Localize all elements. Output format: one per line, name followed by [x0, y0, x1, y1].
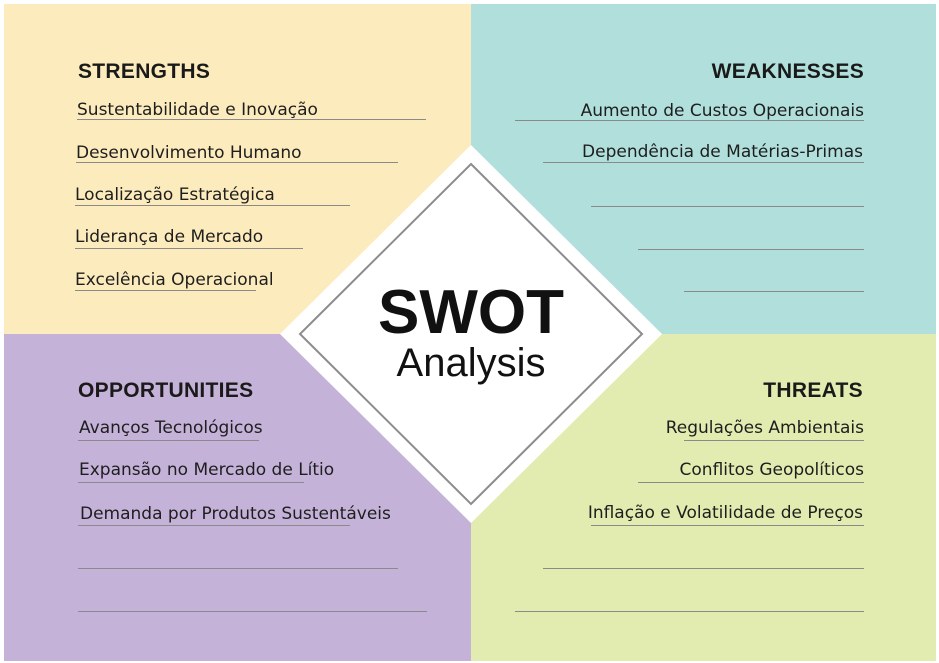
strength-item-4: Liderança de Mercado	[75, 227, 264, 247]
opportunity-line-1	[78, 440, 259, 441]
threat-item-2: Conflitos Geopolíticos	[679, 460, 864, 480]
strengths-heading: STRENGTHS	[78, 60, 211, 83]
opportunity-item-2: Expansão no Mercado de Lítio	[79, 460, 335, 480]
opportunity-item-1: Avanços Tecnológicos	[79, 418, 263, 438]
weakness-line-4	[638, 249, 864, 250]
threat-item-1: Regulações Ambientais	[665, 418, 864, 438]
strength-line-4	[75, 248, 303, 249]
threat-line-1	[684, 440, 864, 441]
strength-item-5: Excelência Operacional	[75, 270, 274, 290]
weakness-line-3	[591, 206, 864, 207]
opportunity-line-2	[78, 482, 304, 483]
analysis-subtitle: Analysis	[396, 341, 546, 385]
strength-line-3	[75, 205, 350, 206]
threat-item-3: Inflação e Volatilidade de Preços	[587, 503, 863, 523]
weakness-line-1	[515, 120, 864, 121]
swot-title: SWOT	[378, 278, 564, 347]
threat-line-5	[515, 611, 864, 612]
weakness-line-2	[543, 162, 864, 163]
weaknesses-heading: WEAKNESSES	[711, 60, 864, 83]
strength-item-2: Desenvolvimento Humano	[76, 143, 302, 163]
threats-heading: THREATS	[763, 379, 863, 402]
strength-item-1: Sustentabilidade e Inovação	[77, 100, 318, 120]
opportunities-heading: OPPORTUNITIES	[78, 379, 254, 402]
weakness-item-2: Dependência de Matérias-Primas	[582, 142, 863, 162]
strength-item-3: Localização Estratégica	[75, 185, 275, 205]
strength-line-1	[77, 119, 426, 120]
threat-line-3	[591, 525, 864, 526]
weakness-line-5	[684, 291, 864, 292]
weakness-item-1: Aumento de Custos Operacionais	[580, 101, 864, 121]
opportunity-line-5	[78, 611, 427, 612]
threat-line-2	[638, 482, 864, 483]
threat-line-4	[543, 568, 864, 569]
strength-line-5	[75, 290, 256, 291]
opportunity-line-4	[78, 568, 398, 569]
opportunity-item-3: Demanda por Produtos Sustentáveis	[80, 504, 391, 524]
opportunity-line-3	[78, 525, 350, 526]
strength-line-2	[76, 162, 398, 163]
